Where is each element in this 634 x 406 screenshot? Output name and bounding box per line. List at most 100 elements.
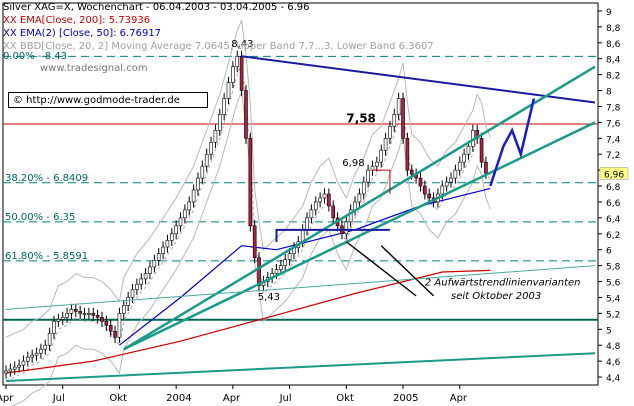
candle-body bbox=[401, 98, 405, 139]
candle-body bbox=[226, 82, 231, 99]
annotation-trend-note-2: seit Oktober 2003 bbox=[451, 291, 541, 302]
candle-body bbox=[183, 209, 187, 219]
candle-body bbox=[331, 205, 336, 219]
candle-body bbox=[82, 313, 87, 315]
candle-body bbox=[305, 217, 309, 231]
fib-level-label: 61.80% - 5.8591 bbox=[5, 251, 88, 262]
candle-body bbox=[148, 266, 152, 274]
candle-body bbox=[74, 309, 78, 312]
range-bracket bbox=[275, 228, 390, 242]
candle-body bbox=[383, 137, 388, 151]
candle-body bbox=[78, 311, 82, 314]
candle-body bbox=[231, 66, 235, 83]
candle-body bbox=[187, 201, 192, 211]
watermark: www.tradesignal.com bbox=[40, 63, 148, 74]
candle-body bbox=[440, 185, 445, 195]
candle-body bbox=[130, 289, 135, 298]
candle-body bbox=[65, 313, 69, 318]
y-tick-label: 5 bbox=[606, 326, 612, 336]
y-tick-label: 8,8 bbox=[606, 24, 621, 34]
candle-body bbox=[222, 98, 226, 115]
y-tick-label: 5,8 bbox=[606, 263, 621, 273]
candle-body bbox=[196, 177, 200, 191]
candle-body bbox=[279, 265, 283, 270]
y-tick-label: 8 bbox=[606, 88, 612, 98]
level-bracket bbox=[372, 169, 391, 194]
candle-body bbox=[283, 259, 288, 266]
y-tick-label: 7,4 bbox=[606, 135, 621, 145]
x-tick-label: Okt bbox=[109, 393, 127, 404]
y-tick-label: 6 bbox=[606, 247, 612, 257]
candle-body bbox=[30, 354, 34, 358]
candle-body bbox=[100, 317, 104, 322]
candle-body bbox=[209, 141, 213, 155]
candle-body bbox=[156, 253, 161, 261]
bollinger-lower bbox=[11, 90, 491, 406]
x-tick-label: 2004 bbox=[166, 393, 191, 404]
candle-body bbox=[8, 368, 13, 372]
candle-body bbox=[313, 201, 318, 211]
candle-body bbox=[405, 137, 410, 171]
ema50-legend: XX EMA(2) [Close, 50]: 6.76917 bbox=[3, 28, 162, 39]
candle-body bbox=[453, 169, 458, 179]
y-tick-label: 7,6 bbox=[606, 119, 621, 129]
y-tick-label: 6,2 bbox=[606, 231, 620, 241]
y-tick-label: 6,8 bbox=[606, 183, 621, 193]
candle-body bbox=[12, 366, 17, 370]
candle-body bbox=[152, 260, 157, 268]
candle-body bbox=[52, 321, 56, 334]
projection-path bbox=[489, 98, 536, 187]
note-arrow-1 bbox=[345, 241, 417, 297]
candle-body bbox=[423, 185, 427, 195]
candle-body bbox=[200, 165, 205, 179]
candle-body bbox=[26, 356, 30, 362]
candle-body bbox=[348, 209, 353, 223]
candle-body bbox=[479, 137, 484, 163]
candle-body bbox=[392, 114, 397, 127]
trendline-upper bbox=[241, 55, 596, 104]
annotation-low: 5,43 bbox=[258, 292, 280, 303]
candle-body bbox=[396, 98, 401, 115]
candle-body bbox=[457, 161, 462, 171]
candle-body bbox=[56, 319, 61, 322]
candle-body bbox=[257, 257, 261, 286]
candle-body bbox=[169, 233, 174, 241]
candle-body bbox=[274, 269, 279, 274]
y-tick-label: 8,2 bbox=[606, 72, 620, 82]
ema200-line bbox=[5, 269, 491, 374]
candle-body bbox=[239, 56, 244, 91]
candle-body bbox=[34, 352, 39, 356]
y-tick-label: 4,6 bbox=[606, 358, 621, 368]
candle-body bbox=[235, 56, 240, 67]
candle-body bbox=[327, 193, 331, 207]
candle-body bbox=[43, 344, 48, 350]
candle-body bbox=[17, 364, 21, 368]
y-tick-label: 7,2 bbox=[606, 151, 620, 161]
candle-body bbox=[213, 130, 218, 143]
candle-body bbox=[366, 169, 370, 183]
trendline-support-1 bbox=[123, 121, 596, 351]
candle-body bbox=[252, 225, 257, 258]
candle-body bbox=[357, 193, 362, 203]
trendline-long-term bbox=[5, 352, 596, 382]
y-tick-label: 6,6 bbox=[606, 199, 621, 209]
annotation-mid: 7,58 bbox=[346, 111, 376, 125]
fib-level-label: 50.00% - 6.35 bbox=[5, 212, 75, 223]
candle-body bbox=[484, 161, 488, 174]
candle-body bbox=[39, 348, 43, 354]
candle-body bbox=[217, 114, 222, 131]
chart-title: Silver XAG=X, Wochenchart - 06.04.2003 -… bbox=[3, 2, 310, 13]
y-tick-label: 5,4 bbox=[606, 294, 621, 304]
candle-body bbox=[462, 153, 466, 163]
y-tick-label: 7,8 bbox=[606, 103, 621, 113]
y-tick-label: 8,4 bbox=[606, 56, 621, 66]
bollinger-upper bbox=[5, 18, 491, 338]
candle-body bbox=[135, 283, 139, 290]
x-tick-label: 2005 bbox=[393, 393, 418, 404]
x-tick-label: Apr bbox=[450, 393, 468, 404]
x-tick-label: Jul bbox=[52, 393, 65, 404]
current-value-label: 6,96 bbox=[604, 170, 624, 180]
candle-body bbox=[204, 153, 209, 167]
y-tick-label: 5,6 bbox=[606, 279, 621, 289]
candle-body bbox=[375, 161, 379, 167]
